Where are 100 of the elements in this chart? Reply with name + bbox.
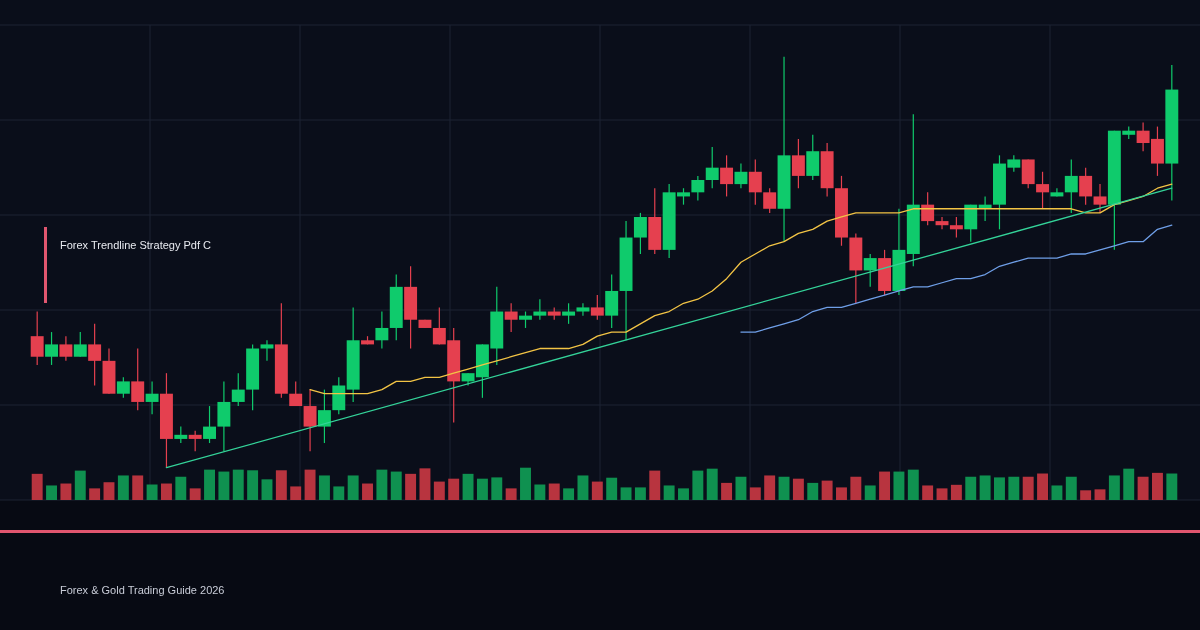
bar <box>663 485 675 500</box>
bar <box>1108 475 1120 500</box>
bar <box>89 488 101 500</box>
bar <box>419 468 431 500</box>
candlestick <box>88 323 102 387</box>
bar <box>548 483 560 500</box>
bar <box>807 482 819 500</box>
candlestick <box>748 158 762 206</box>
bar <box>275 470 287 500</box>
candlestick <box>533 298 547 321</box>
bar <box>333 486 345 500</box>
bar <box>950 484 962 500</box>
bar <box>792 478 804 500</box>
bar <box>922 485 934 500</box>
bar <box>936 488 948 500</box>
bar <box>505 488 517 500</box>
candlestick <box>303 389 317 452</box>
bar <box>318 475 330 500</box>
bar <box>778 476 790 500</box>
bar <box>117 475 129 500</box>
bar <box>247 470 259 500</box>
bar <box>907 469 919 500</box>
candlestick <box>145 380 159 415</box>
bar <box>994 477 1005 500</box>
candlestick <box>1079 167 1093 206</box>
bar <box>405 473 417 500</box>
bar <box>678 488 689 500</box>
candlestick <box>763 187 777 214</box>
candlestick <box>576 302 590 317</box>
candlestick <box>30 310 44 366</box>
candlestick <box>633 212 647 255</box>
bar <box>1123 468 1135 500</box>
candlestick <box>935 216 949 230</box>
bar <box>534 484 546 500</box>
bar <box>965 476 977 500</box>
bar <box>821 480 833 500</box>
bar <box>74 470 86 500</box>
bar <box>204 469 215 500</box>
bar <box>577 475 589 500</box>
bar <box>692 470 704 500</box>
bar <box>864 485 876 500</box>
bar <box>376 469 388 500</box>
bar <box>347 475 359 500</box>
bar <box>979 475 991 500</box>
candlestick <box>116 376 130 399</box>
bar <box>390 471 402 500</box>
candlestick <box>375 310 389 350</box>
bar <box>46 485 58 500</box>
bar <box>1137 476 1149 500</box>
bar <box>160 483 172 500</box>
bar <box>1166 473 1178 500</box>
candlestick <box>260 339 274 362</box>
candlestick <box>188 430 202 452</box>
bar <box>304 469 316 500</box>
bar <box>60 483 72 500</box>
candlestick <box>921 191 935 226</box>
candlestick <box>720 154 734 198</box>
bar <box>290 486 302 500</box>
bar <box>735 476 747 500</box>
candlestick <box>1093 183 1107 214</box>
bar <box>362 483 373 500</box>
bar <box>146 484 158 500</box>
bar <box>606 477 618 500</box>
bar <box>749 487 761 500</box>
candlestick <box>691 175 705 202</box>
bar <box>634 487 646 500</box>
candlestick <box>1064 158 1078 214</box>
bar <box>189 488 201 500</box>
bar <box>879 471 891 500</box>
candlestick <box>131 347 145 411</box>
candlestick <box>949 216 963 239</box>
bar <box>1151 472 1163 500</box>
candlestick <box>562 302 576 325</box>
bar <box>850 476 862 500</box>
bar <box>836 487 847 500</box>
bar <box>175 476 187 500</box>
bar <box>764 475 776 500</box>
bar <box>649 470 661 500</box>
bar <box>1008 476 1020 500</box>
bar <box>476 478 488 500</box>
text: Forex & Gold Trading Guide 2026 <box>60 584 225 596</box>
bar <box>448 478 460 500</box>
bar <box>31 473 43 500</box>
candlestick <box>59 335 73 362</box>
candlestick <box>705 146 719 189</box>
candlestick <box>45 331 59 366</box>
candlestick <box>231 372 245 407</box>
candlestick <box>734 162 748 189</box>
bar <box>261 479 273 500</box>
bar <box>103 482 115 500</box>
bar <box>563 488 575 500</box>
bar <box>1094 489 1106 500</box>
candlestick <box>317 389 331 444</box>
candlestick <box>791 138 805 189</box>
candlestick <box>1036 171 1050 210</box>
bar <box>1037 473 1049 500</box>
bar <box>491 477 503 500</box>
bar <box>1022 476 1034 500</box>
bar <box>433 481 445 500</box>
bar <box>893 471 905 500</box>
